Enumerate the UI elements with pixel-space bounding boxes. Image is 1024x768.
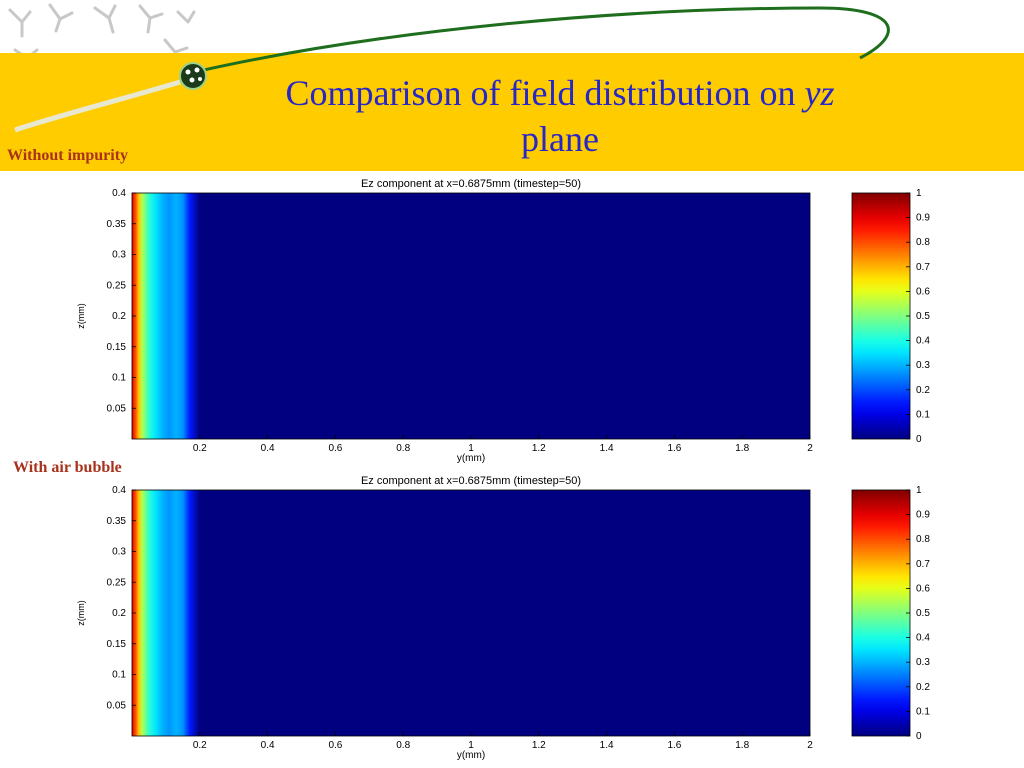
y-tick-label: 0.05 [107,700,127,711]
y-tick-label: 0.4 [112,485,126,496]
x-tick-label: 1.4 [600,443,614,454]
x-tick-label: 1 [468,740,474,751]
x-tick-label: 1.8 [735,740,749,751]
colorbar-tick-label: 0.9 [916,213,930,224]
y-tick-label: 0.05 [107,403,127,414]
y-tick-label: 0.2 [112,608,126,619]
x-tick-label: 1.2 [532,740,546,751]
x-tick-label: 1.6 [667,443,681,454]
x-tick-label: 0.2 [193,443,207,454]
colorbar-tick-label: 1 [916,485,922,496]
colorbar-tick-label: 0.3 [916,657,930,668]
colorbar-tick-label: 0.1 [916,409,930,420]
caption-without-impurity: Without impurity [7,147,129,164]
y-tick-label: 0.35 [107,516,127,527]
x-axis-label: y(mm) [457,750,485,761]
y-tick-label: 0.3 [112,547,126,558]
caption-with-air-bubble: With air bubble [13,459,122,476]
x-tick-label: 2 [807,740,813,751]
y-tick-label: 0.25 [107,577,127,588]
y-tick-label: 0.2 [112,311,126,322]
x-tick-label: 0.8 [396,443,410,454]
x-tick-label: 0.4 [261,740,275,751]
x-tick-label: 1.8 [735,443,749,454]
x-tick-label: 0.8 [396,740,410,751]
colorbar-tick-label: 0.6 [916,286,930,297]
y-tick-label: 0.25 [107,280,127,291]
x-tick-label: 0.2 [193,740,207,751]
heatmap-field [132,490,810,736]
x-axis-label: y(mm) [457,453,485,464]
y-axis-label: z(mm) [76,600,86,626]
colorbar-tick-label: 0.7 [916,559,930,570]
title-italic: yz [804,73,835,113]
x-tick-label: 0.6 [328,740,342,751]
colorbar-tick-label: 0.1 [916,706,930,717]
x-tick-label: 0.6 [328,443,342,454]
y-tick-label: 0.1 [112,373,126,384]
slide-title: Comparison of field distribution on yz pl… [195,70,925,162]
y-tick-label: 0.15 [107,639,127,650]
chart-title: Ez component at x=0.6875mm (timestep=50) [361,475,581,487]
x-tick-label: 0.4 [261,443,275,454]
title-line2: plane [521,119,599,159]
colorbar-tick-label: 0.5 [916,608,930,619]
colorbar-tick-label: 0 [916,731,922,742]
colorbar-tick-label: 0.3 [916,360,930,371]
y-tick-label: 0.4 [112,188,126,199]
colorbar [851,192,911,440]
colorbar-tick-label: 0.4 [916,633,930,644]
colorbar-tick-label: 0.8 [916,534,930,545]
heatmap-chart-top: Ez component at x=0.6875mm (timestep=50)… [76,178,930,464]
y-tick-label: 0.15 [107,342,127,353]
colorbar-tick-label: 0.2 [916,682,930,693]
colorbar-tick-label: 0.6 [916,583,930,594]
x-tick-label: 1.6 [667,740,681,751]
colorbar-tick-label: 0.9 [916,510,930,521]
heatmap-field [132,193,810,439]
heatmap-chart-bottom: Ez component at x=0.6875mm (timestep=50)… [76,475,930,761]
colorbar-tick-label: 0 [916,434,922,445]
y-axis-label: z(mm) [76,303,86,329]
x-tick-label: 1.4 [600,740,614,751]
chart-title: Ez component at x=0.6875mm (timestep=50) [361,178,581,190]
title-text: Comparison of field distribution on [285,73,805,113]
y-tick-label: 0.3 [112,250,126,261]
x-tick-label: 1 [468,443,474,454]
x-tick-label: 1.2 [532,443,546,454]
colorbar-tick-label: 0.4 [916,336,930,347]
colorbar-tick-label: 0.2 [916,385,930,396]
x-tick-label: 2 [807,443,813,454]
y-tick-label: 0.35 [107,219,127,230]
colorbar-tick-label: 0.5 [916,311,930,322]
colorbar-tick-label: 0.8 [916,237,930,248]
colorbar-tick-label: 0.7 [916,262,930,273]
y-tick-label: 0.1 [112,670,126,681]
colorbar [851,489,911,737]
colorbar-tick-label: 1 [916,188,922,199]
